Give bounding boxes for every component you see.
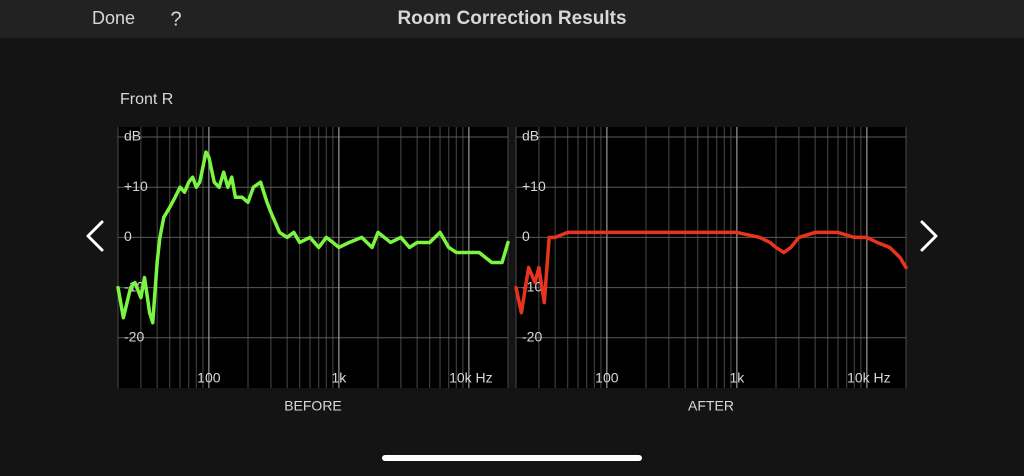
nav-title: Room Correction Results	[397, 8, 626, 29]
y-tick-label: -20	[522, 329, 542, 345]
x-tick-label: 10k Hz	[847, 370, 891, 386]
plot-area	[516, 127, 906, 388]
speaker-name: Front R	[120, 91, 173, 108]
chart-label: AFTER	[688, 398, 734, 414]
next-button[interactable]	[920, 220, 938, 252]
nav-bar	[0, 0, 1024, 38]
plot-area	[118, 127, 508, 388]
y-tick-label: +10	[124, 178, 148, 194]
home-indicator	[382, 455, 642, 461]
y-tick-label: 0	[124, 228, 132, 244]
x-tick-label: 1k	[331, 370, 347, 386]
x-tick-label: 10k Hz	[449, 370, 493, 386]
y-tick-label: 0	[522, 228, 530, 244]
y-tick-label: dB	[124, 128, 141, 144]
response-curve	[116, 150, 510, 325]
done-button[interactable]: Done	[92, 8, 135, 28]
previous-button[interactable]	[86, 220, 104, 252]
chart-label: BEFORE	[284, 398, 342, 414]
x-tick-label: 100	[197, 370, 221, 386]
y-tick-label: dB	[522, 128, 539, 144]
help-button[interactable]: ?	[170, 8, 181, 30]
y-tick-label: -20	[124, 329, 144, 345]
x-tick-label: 1k	[729, 370, 745, 386]
x-tick-label: 100	[595, 370, 619, 386]
response-curve	[514, 230, 908, 315]
y-tick-label: +10	[522, 178, 546, 194]
